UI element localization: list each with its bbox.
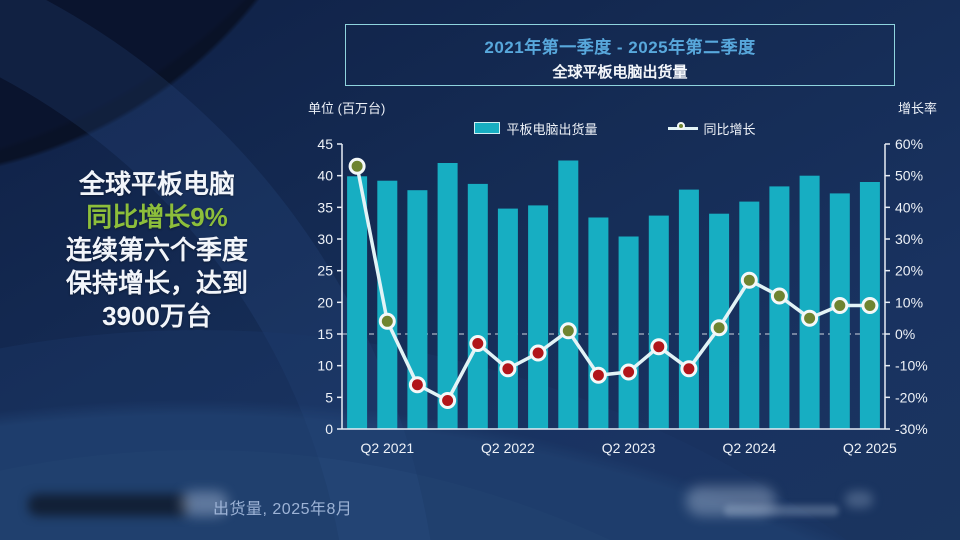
legend-item-shipments: 平板电脑出货量 <box>474 119 598 138</box>
growth-marker-Q3-2023 <box>650 338 668 356</box>
right-axis-tick-30: 30% <box>895 231 923 247</box>
x-axis-label-Q2-2022: Q2 2022 <box>481 440 535 456</box>
growth-marker-Q4-2023 <box>680 360 698 378</box>
bar-Q3-2024 <box>769 186 790 429</box>
left-axis-tick-15: 15 <box>317 326 333 342</box>
growth-marker-Q2-2025 <box>861 297 879 314</box>
growth-marker-Q2-2022 <box>499 360 517 378</box>
right-axis-tick-10: 10% <box>895 294 923 310</box>
blurred-watermark-badge <box>845 491 873 508</box>
x-axis-label-Q2-2021: Q2 2021 <box>360 440 414 456</box>
line-marker-dot <box>676 122 685 130</box>
growth-marker-Q3-2021 <box>408 376 426 394</box>
growth-marker-Q2-2023 <box>620 363 638 381</box>
growth-marker-Q2-2021 <box>378 312 396 330</box>
right-axis-tick--20: -20% <box>895 389 928 405</box>
bar-Q4-2021 <box>437 163 458 429</box>
headline-line-3: 连续第六个季度 <box>65 235 248 265</box>
right-axis-tick-20: 20% <box>895 263 923 279</box>
bar-Q4-2022 <box>558 160 579 429</box>
legend-shipments-label: 平板电脑出货量 <box>506 121 598 137</box>
right-axis-tick-40: 40% <box>895 199 923 215</box>
growth-marker-Q4-2021 <box>439 392 457 409</box>
left-axis-tick-45: 45 <box>317 136 333 152</box>
legend-item-growth: 同比增长 <box>667 119 756 138</box>
x-axis-label-Q2-2024: Q2 2024 <box>722 440 776 456</box>
bar-Q2-2022 <box>497 208 518 429</box>
right-axis-tick-50: 50% <box>895 168 923 184</box>
headline-line-4: 保持增长，达到 <box>65 268 248 298</box>
growth-marker-Q1-2022 <box>469 335 487 352</box>
headline-text: 全球平板电脑 同比增长9% 连续第六个季度 保持增长，达到 3900万台 <box>22 168 292 333</box>
bar-Q2-2023 <box>618 236 639 429</box>
left-axis-tick-40: 40 <box>317 168 333 184</box>
bar-Q1-2023 <box>588 217 609 429</box>
chart-title-box: 2021年第一季度 - 2025年第二季度 全球平板电脑出货量 <box>345 24 895 86</box>
bar-Q1-2022 <box>467 183 488 429</box>
bar-Q4-2023 <box>678 189 699 429</box>
legend-growth-label: 同比增长 <box>703 121 756 137</box>
bar-swatch-icon <box>474 122 501 134</box>
blurred-source-name <box>28 494 190 516</box>
right-axis-tick--10: -10% <box>895 358 928 374</box>
bar-Q2-2024 <box>739 201 760 429</box>
title-subject: 全球平板电脑出货量 <box>552 64 688 81</box>
blurred-watermark-text <box>724 505 839 516</box>
left-axis-tick-5: 5 <box>325 389 333 405</box>
growth-marker-Q1-2025 <box>831 297 849 314</box>
left-axis-tick-30: 30 <box>317 231 333 247</box>
source-footer-text: 出货量, 2025年8月 <box>213 501 353 518</box>
x-axis-label-Q2-2023: Q2 2023 <box>602 440 656 456</box>
blurred-watermark-logo <box>686 486 776 516</box>
x-axis-label-Q2-2025: Q2 2025 <box>843 440 897 456</box>
right-axis-tick--30: -30% <box>895 421 928 437</box>
growth-marker-Q4-2022 <box>559 322 577 340</box>
left-axis-tick-10: 10 <box>317 358 333 374</box>
growth-marker-Q1-2023 <box>589 366 607 384</box>
right-axis-tick-0: 0% <box>895 326 915 342</box>
bar-Q3-2021 <box>407 190 428 429</box>
left-axis-tick-25: 25 <box>317 263 333 279</box>
growth-marker-Q1-2024 <box>710 319 728 337</box>
combo-chart: 0 5 10 15 20 25 30 35 40 45 -30% -20% -10% 0% 10% 20% 30… <box>300 136 955 468</box>
bar-Q3-2022 <box>528 205 549 429</box>
right-axis-rate-label: 增长率 <box>897 101 937 116</box>
combo-chart-svg: 0 5 10 15 20 25 30 35 40 45 -30% -20% -10% 0% 10% 20% 30… <box>317 136 928 456</box>
left-axis-tick-0: 0 <box>325 421 333 437</box>
bar-Q1-2021 <box>347 176 368 429</box>
title-period: 2021年第一季度 - 2025年第二季度 <box>484 38 756 57</box>
chart-legend: 平板电脑出货量 同比增长 <box>340 117 890 139</box>
headline-line-5: 3900万台 <box>102 301 212 331</box>
headline-line-2-highlight: 同比增长9% <box>86 202 228 232</box>
headline-line-1: 全球平板电脑 <box>78 169 235 199</box>
left-axis-tick-20: 20 <box>317 294 333 310</box>
bar-Q3-2023 <box>648 215 669 429</box>
growth-marker-Q3-2022 <box>529 344 547 362</box>
bar-Q4-2024 <box>799 175 820 429</box>
left-axis-unit-label: 单位 (百万台) <box>308 101 386 116</box>
line-marker-icon <box>667 122 698 134</box>
growth-marker-Q1-2021 <box>348 157 366 175</box>
bar-Q2-2021 <box>377 180 398 429</box>
right-axis-tick-60: 60% <box>895 136 923 152</box>
growth-marker-Q2-2024 <box>740 271 758 289</box>
growth-marker-Q4-2024 <box>801 309 819 327</box>
growth-marker-Q3-2024 <box>770 287 788 305</box>
left-axis-tick-35: 35 <box>317 199 333 215</box>
